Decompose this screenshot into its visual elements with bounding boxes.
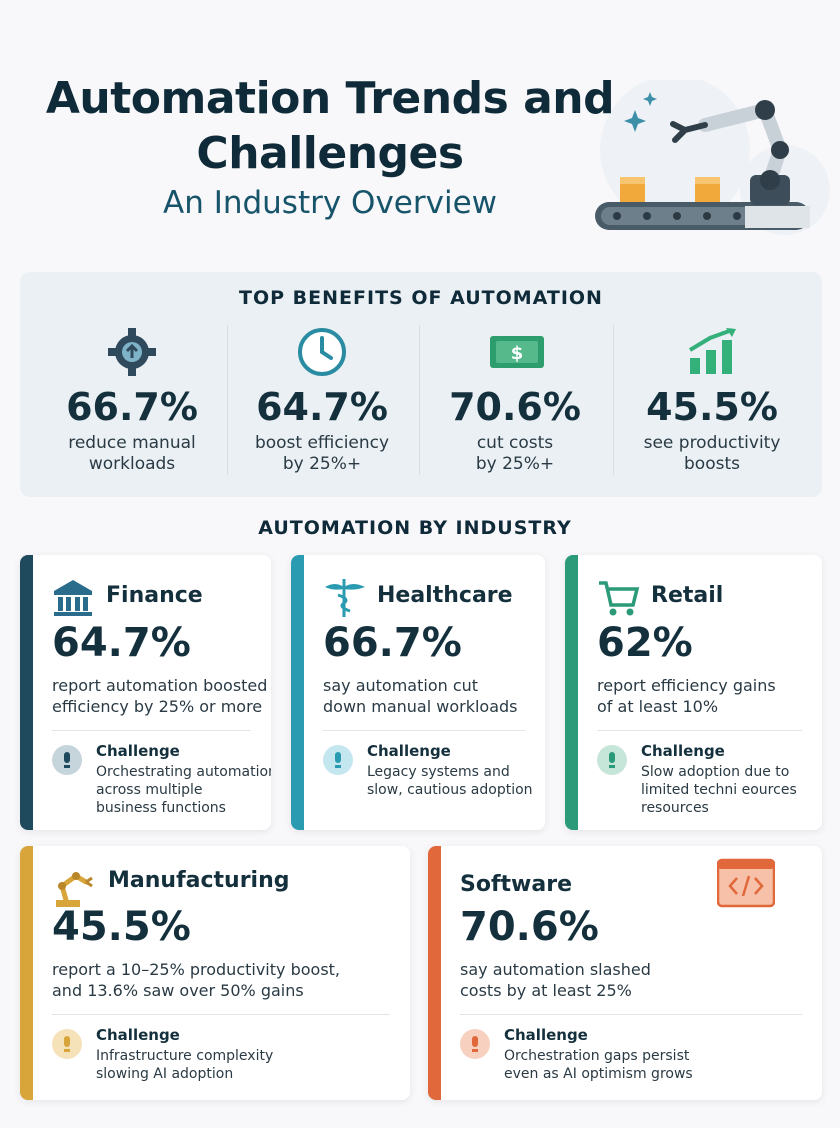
challenge-text: Slow adoption due to [641, 764, 790, 780]
card-title: Manufacturing [108, 868, 290, 893]
benefit-label: boosts [684, 454, 740, 474]
separator [613, 325, 614, 475]
benefit-label: reduce manual [68, 433, 196, 453]
card-icon [56, 872, 93, 907]
card-description: of at least 10% [597, 697, 719, 716]
benefit-value: 66.7% [66, 385, 198, 429]
divider [460, 1014, 802, 1015]
card-description: efficiency by 25% or more [52, 697, 263, 716]
subtitle: An Industry Overview [162, 185, 498, 221]
challenge-mark [335, 752, 341, 768]
challenge-icon [323, 745, 353, 775]
card-accent [20, 846, 33, 1100]
separator [419, 325, 420, 475]
challenge-text: Orchestration gaps persist [504, 1048, 690, 1064]
benefit-label: by 25%+ [282, 454, 362, 474]
card-description: down manual workloads [323, 697, 518, 716]
card-title: Software [460, 872, 572, 897]
card-icon [54, 580, 92, 616]
industry-card: Software 70.6% say automation slashed costs… [428, 846, 822, 1100]
challenge-heading: Challenge [504, 1026, 588, 1044]
challenge-heading: Challenge [96, 1026, 180, 1044]
challenge-heading: Challenge [96, 742, 180, 760]
challenge-mark [609, 752, 615, 768]
challenge-icon [52, 745, 82, 775]
card-description: and 13.6% saw over 50% gains [52, 981, 304, 1000]
card-title: Healthcare [377, 583, 513, 608]
card-accent [565, 555, 578, 830]
industry-card: Retail 62% report efficiency gains of at le… [565, 555, 822, 830]
challenge-mark [472, 1036, 478, 1052]
challenge-text: Infrastructure complexity [96, 1048, 274, 1064]
challenge-text: slow, cautious adoption [367, 782, 533, 798]
benefit-label: boost efficiency [254, 433, 390, 453]
separator [227, 325, 228, 475]
benefit-label: workloads [88, 454, 176, 474]
benefit-value: 45.5% [646, 385, 778, 429]
challenge-text: Orchestrating automation [96, 764, 271, 780]
challenge-icon [52, 1029, 82, 1059]
divider [52, 730, 251, 731]
benefits-panel [20, 272, 822, 497]
benefit-icon [688, 328, 736, 374]
challenge-text: Legacy systems and [367, 764, 510, 780]
card-value: 64.7% [52, 620, 191, 666]
benefit-icon [298, 328, 346, 376]
challenge-text: resources [641, 800, 709, 816]
card-icon [599, 581, 640, 616]
card-accent [20, 555, 33, 830]
industry-card: Healthcare 66.7% say automation cut down ma… [291, 555, 545, 830]
card-title: Retail [651, 583, 724, 608]
challenge-icon [460, 1029, 490, 1059]
challenge-text: limited techni eources [641, 782, 797, 798]
divider [597, 730, 802, 731]
svg-text:$: $ [511, 343, 524, 364]
divider [52, 1014, 390, 1015]
benefit-icon: $ [490, 336, 544, 368]
card-description: say automation slashed [460, 960, 651, 979]
challenge-icon [597, 745, 627, 775]
benefit-value: 64.7% [256, 385, 388, 429]
divider [323, 730, 525, 731]
card-accent [428, 846, 441, 1100]
benefit-icon [108, 328, 156, 376]
section-heading: AUTOMATION BY INDUSTRY [258, 517, 572, 539]
card-value: 66.7% [323, 620, 462, 666]
card-description: report a 10–25% productivity boost, [52, 960, 341, 979]
challenge-text: business functions [96, 800, 226, 816]
card-value: 62% [597, 620, 693, 666]
challenge-text: slowing AI adoption [96, 1066, 234, 1082]
card-description: report automation boosted [52, 676, 268, 695]
title: Automation Trends and [45, 73, 615, 124]
industry-card: Finance 64.7% report automation boosted eff… [20, 555, 271, 830]
challenge-mark [64, 1036, 70, 1052]
section-heading: TOP BENEFITS OF AUTOMATION [239, 287, 603, 309]
industry-card: Manufacturing 45.5% report a 10–25% produc… [20, 846, 410, 1100]
challenge-heading: Challenge [367, 742, 451, 760]
title: Challenges [196, 128, 464, 179]
challenge-text: even as AI optimism grows [504, 1066, 693, 1082]
card-value: 70.6% [460, 904, 599, 950]
challenge-heading: Challenge [641, 742, 725, 760]
card-accent [291, 555, 304, 830]
challenge-text: across multiple [96, 782, 203, 798]
card-icon [325, 579, 365, 617]
robot-illustration [595, 80, 830, 235]
card-description: costs by at least 25% [460, 981, 632, 1000]
challenge-mark [64, 752, 70, 768]
card-description: say automation cut [323, 676, 479, 695]
benefit-label: see productivity [643, 433, 781, 453]
benefit-label: cut costs [476, 433, 554, 453]
card-title: Finance [106, 583, 203, 608]
card-description: report efficiency gains [597, 676, 776, 695]
benefit-value: 70.6% [449, 385, 581, 429]
card-icon [717, 858, 775, 908]
card-value: 45.5% [52, 904, 191, 950]
benefit-label: by 25%+ [475, 454, 555, 474]
